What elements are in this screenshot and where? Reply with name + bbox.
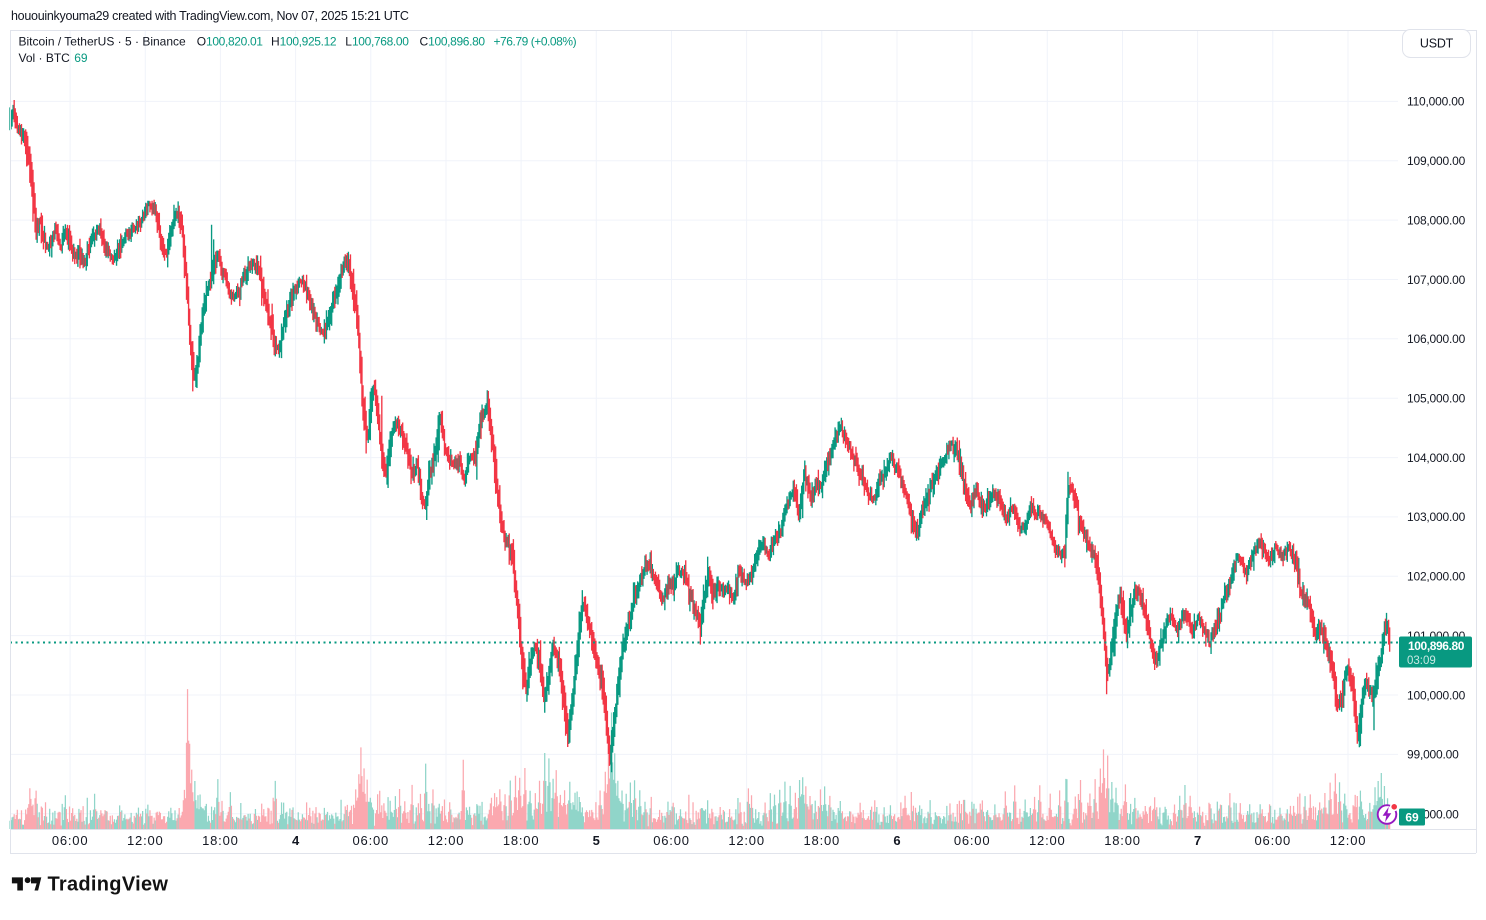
- svg-text:06:00: 06:00: [52, 833, 89, 848]
- svg-text:12:00: 12:00: [728, 833, 765, 848]
- svg-text:12:00: 12:00: [1330, 833, 1367, 848]
- svg-text:USDT: USDT: [1420, 37, 1454, 51]
- svg-text:12:00: 12:00: [1029, 833, 1066, 848]
- svg-text:105,000.00: 105,000.00: [1407, 392, 1466, 406]
- svg-text:108,000.00: 108,000.00: [1407, 213, 1466, 227]
- svg-text:06:00: 06:00: [653, 833, 690, 848]
- svg-text:109,000.00: 109,000.00: [1407, 154, 1466, 168]
- svg-text:TradingView: TradingView: [48, 874, 169, 896]
- svg-text:106,000.00: 106,000.00: [1407, 332, 1466, 346]
- svg-text:18:00: 18:00: [1104, 833, 1141, 848]
- svg-text:Bitcoin / TetherUS · 5 · Binan: Bitcoin / TetherUS · 5 · Binance O100,820…: [19, 35, 577, 49]
- svg-text:18:00: 18:00: [503, 833, 540, 848]
- svg-text:69: 69: [1405, 811, 1419, 825]
- svg-text:12:00: 12:00: [127, 833, 164, 848]
- svg-text:103,000.00: 103,000.00: [1407, 510, 1466, 524]
- svg-text:06:00: 06:00: [1255, 833, 1292, 848]
- svg-text:102,000.00: 102,000.00: [1407, 570, 1466, 584]
- svg-text:06:00: 06:00: [954, 833, 991, 848]
- svg-text:12:00: 12:00: [428, 833, 465, 848]
- svg-text:99,000.00: 99,000.00: [1407, 748, 1459, 762]
- svg-text:107,000.00: 107,000.00: [1407, 273, 1466, 287]
- svg-text:06:00: 06:00: [353, 833, 390, 848]
- svg-text:104,000.00: 104,000.00: [1407, 451, 1466, 465]
- svg-text:03:09: 03:09: [1407, 655, 1436, 667]
- svg-text:110,000.00: 110,000.00: [1407, 95, 1465, 109]
- svg-text:100,896.80: 100,896.80: [1408, 639, 1465, 653]
- svg-text:hououinkyouma29 created with T: hououinkyouma29 created with TradingView…: [11, 9, 409, 23]
- svg-text:6: 6: [893, 833, 900, 848]
- svg-text:18:00: 18:00: [804, 833, 841, 848]
- svg-text:5: 5: [593, 833, 600, 848]
- svg-text:7: 7: [1194, 833, 1201, 848]
- svg-text:4: 4: [292, 833, 300, 848]
- svg-text:18:00: 18:00: [202, 833, 239, 848]
- svg-text:100,000.00: 100,000.00: [1407, 688, 1466, 702]
